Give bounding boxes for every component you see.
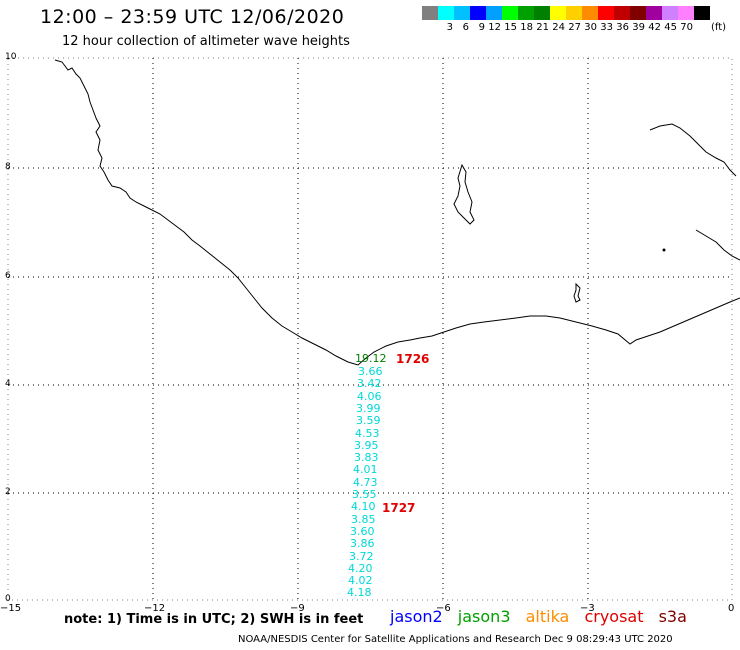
legend-label: 3 (446, 22, 453, 33)
y-tick-label: 8 (5, 162, 11, 172)
legend-label: 36 (616, 22, 629, 33)
legend-swatch (678, 6, 694, 20)
legend-label: 42 (648, 22, 661, 33)
legend-label: 6 (462, 22, 469, 33)
legend-swatch (566, 6, 582, 20)
legend-swatch (582, 6, 598, 20)
satellite-legend: jason2 jason3 altika cryosat s3a (390, 607, 697, 626)
x-tick-label: −6 (436, 603, 451, 614)
satellite-name: s3a (658, 607, 687, 626)
y-tick-label: 10 (5, 52, 17, 62)
satellite-name: jason2 (390, 607, 443, 626)
legend-label: 27 (568, 22, 581, 33)
legend-unit: (ft) (711, 22, 727, 33)
legend-swatch (470, 6, 486, 20)
legend-label: 15 (504, 22, 517, 33)
legend-swatch (614, 6, 630, 20)
wave-height-observation: 3.86 (350, 537, 375, 551)
wave-height-observation: 3.55 (352, 488, 377, 501)
wave-height-observation: 3.66 (358, 365, 383, 378)
legend-label: 24 (552, 22, 565, 33)
legend-label: 70 (680, 22, 693, 33)
wave-height-observation: 4.02 (348, 574, 373, 588)
satellite-pass-id: 1726 (396, 352, 430, 366)
islet (662, 248, 666, 252)
legend-swatch (646, 6, 662, 20)
wave-height-observation: 4.53 (355, 426, 380, 440)
y-tick-label: 0 (5, 594, 11, 604)
wave-height-observation: 3.42 (357, 377, 382, 391)
wave-height-observation: 4.18 (347, 586, 372, 600)
satellite-pass-id: 1727 (382, 501, 416, 515)
west-africa-coastline (54, 59, 740, 366)
wave-height-observation: 3.72 (349, 549, 374, 563)
legend-label: 18 (520, 22, 533, 33)
grid-lines (8, 58, 732, 600)
map-title: 12:00 – 23:59 UTC 12/06/2020 (40, 6, 345, 28)
legend-label: 30 (584, 22, 597, 33)
legend-swatch (630, 6, 646, 20)
legend-swatch (662, 6, 678, 20)
y-tick-label: 2 (5, 487, 11, 497)
legend-swatch (486, 6, 502, 20)
y-tick-label: 4 (5, 379, 11, 389)
wave-height-observation: 3.99 (356, 401, 381, 415)
wave-height-observation: 4.06 (357, 389, 382, 403)
wave-height-observation: 4.10 (351, 500, 376, 514)
map-subtitle: 12 hour collection of altimeter wave hei… (62, 34, 350, 49)
legend-labels: 3 6 9 12 15 18 21 24 27 30 33 36 39 42 45 70 (422, 22, 694, 33)
legend-swatch (534, 6, 550, 20)
bioko-island (453, 163, 475, 225)
lake-volta-shore (649, 123, 740, 261)
wave-height-color-legend (422, 6, 710, 20)
legend-swatch (694, 6, 710, 20)
credit-footer: NOAA/NESDIS Center for Satellite Applica… (238, 634, 673, 645)
wave-height-observation: 19.12 (355, 352, 387, 365)
legend-label: 39 (632, 22, 645, 33)
x-tick-label: −9 (290, 603, 305, 614)
legend-label: 9 (478, 22, 485, 33)
wave-height-observation: 3.59 (356, 414, 381, 428)
units-note: note: 1) Time is in UTC; 2) SWH is in fe… (64, 612, 364, 627)
satellite-name: altika (525, 607, 570, 626)
wave-height-observation: 3.85 (351, 512, 376, 526)
legend-swatch (438, 6, 454, 20)
legend-swatch (518, 6, 534, 20)
small-island (573, 282, 581, 303)
legend-label: 21 (536, 22, 549, 33)
wave-height-observation: 3.83 (354, 451, 379, 465)
legend-label: 45 (664, 22, 677, 33)
y-tick-label: 6 (5, 271, 11, 281)
legend-swatch (422, 6, 438, 20)
x-tick-label: −15 (0, 603, 22, 614)
x-tick-label: −3 (580, 603, 595, 614)
wave-height-observation: 4.01 (353, 463, 378, 477)
map-frame (7, 57, 733, 601)
x-tick-label: −12 (144, 603, 166, 614)
satellite-name: cryosat (584, 607, 644, 626)
wave-height-observation: 4.20 (348, 561, 373, 575)
legend-swatch (550, 6, 566, 20)
satellite-name: jason3 (457, 607, 511, 626)
legend-label: 33 (600, 22, 613, 33)
wave-height-observation: 3.60 (350, 524, 375, 538)
wave-height-observation: 4.73 (353, 475, 378, 489)
legend-swatch (502, 6, 518, 20)
wave-height-observation: 3.95 (354, 438, 379, 452)
legend-swatch (454, 6, 470, 20)
legend-label: 12 (488, 22, 501, 33)
legend-swatch (598, 6, 614, 20)
x-tick-label: 0 (728, 603, 735, 614)
